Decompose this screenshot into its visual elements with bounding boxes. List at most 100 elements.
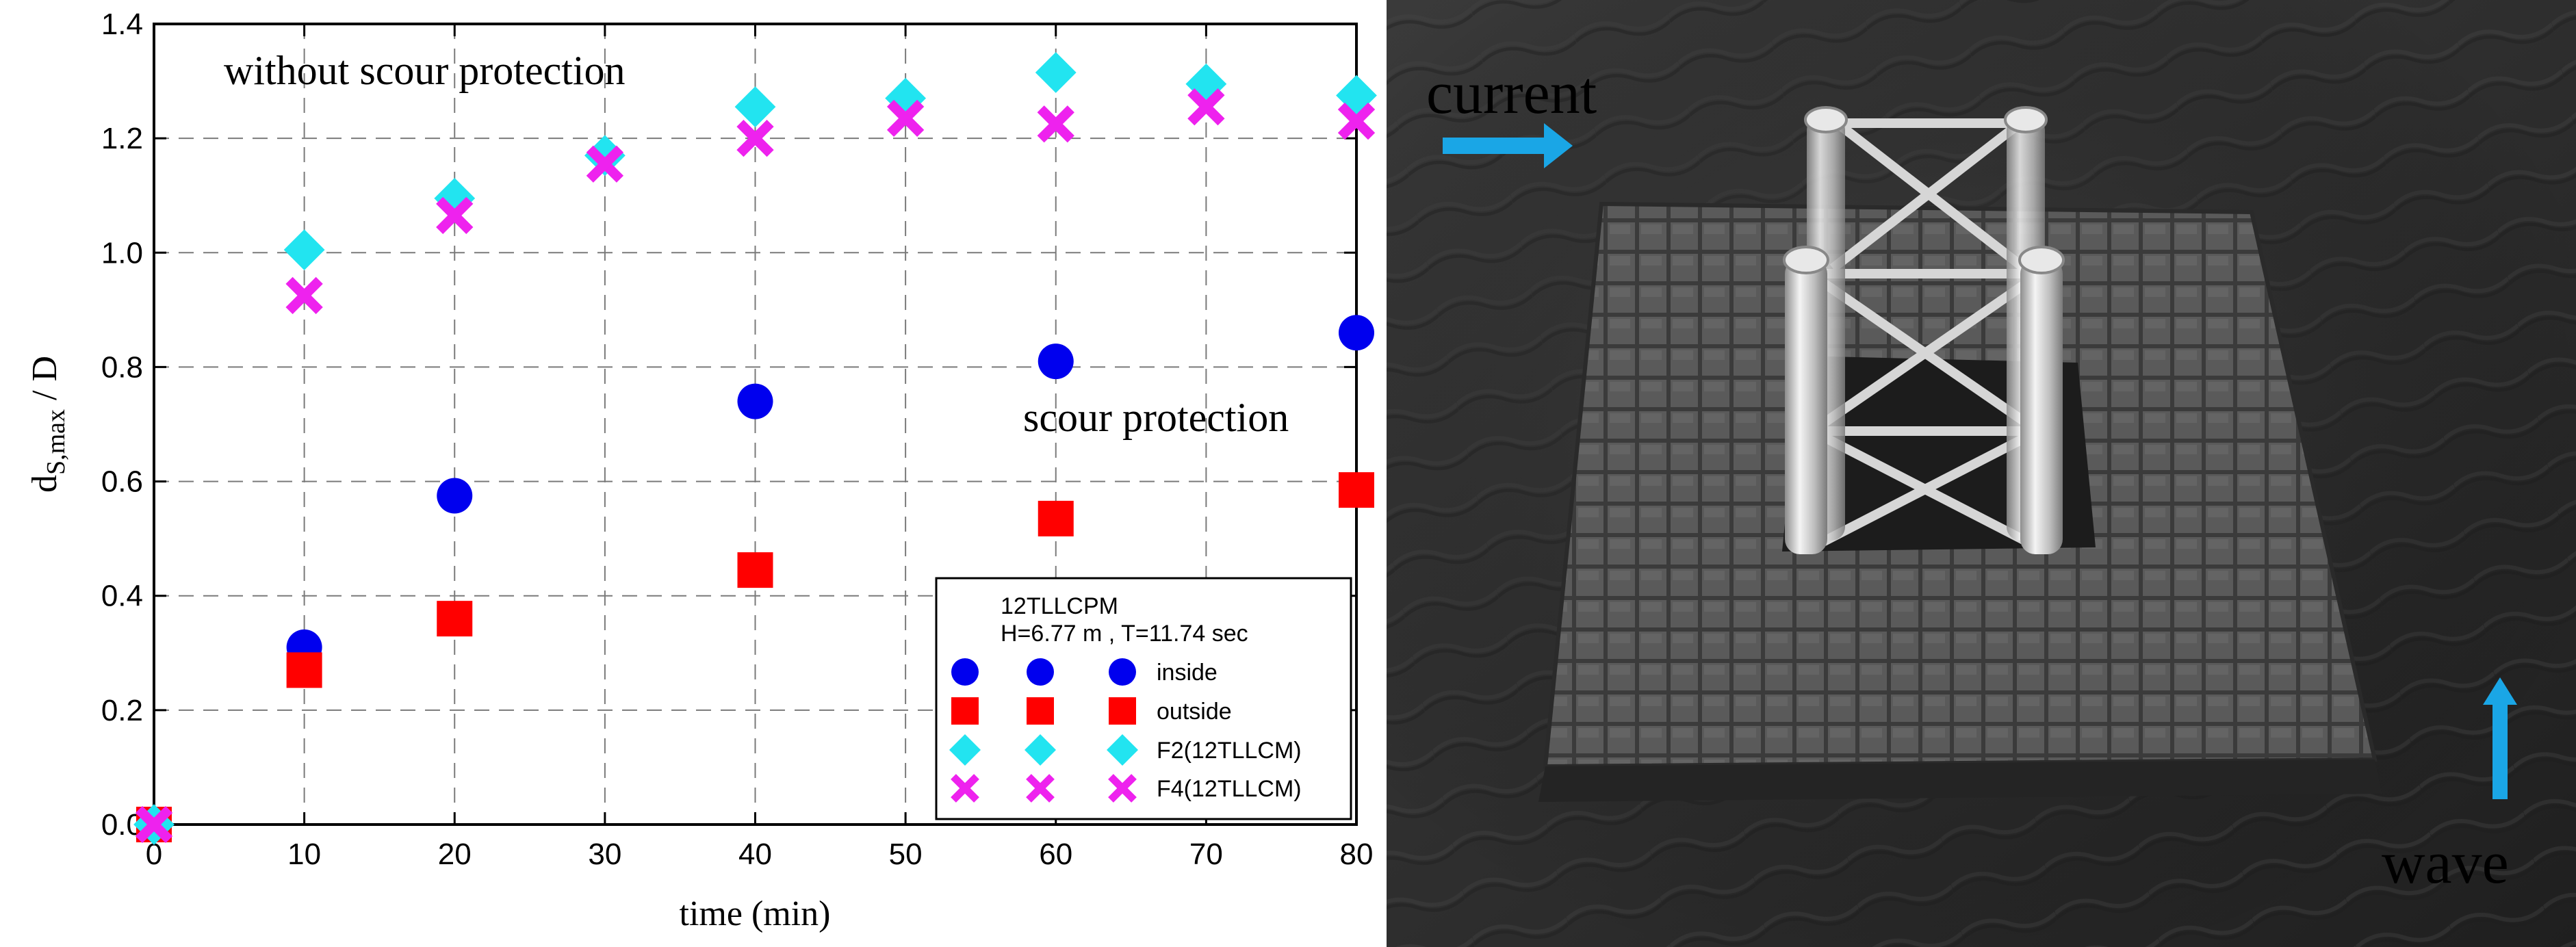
leg-top (1804, 106, 1848, 133)
data-point (586, 145, 624, 183)
y-tick-label: 0.4 (101, 580, 143, 613)
wave-label: wave (2382, 830, 2509, 896)
current-arrow-head (1544, 123, 1573, 168)
marker-stroke (736, 119, 774, 157)
legend-label: F2(12TLLCM) (1157, 738, 1302, 764)
x-tick-labels: 0 10 20 30 40 50 60 70 80 (146, 838, 1374, 871)
data-point (437, 478, 473, 514)
y-axis-title-sub: S,max (42, 409, 70, 475)
y-axis-title: dS,max / D (25, 356, 70, 493)
data-point (135, 805, 173, 844)
legend-marker (1027, 658, 1054, 686)
marker-stroke (1187, 88, 1225, 126)
marker-stroke (1337, 102, 1376, 140)
leg-top (2018, 246, 2065, 274)
legend-marker (951, 697, 979, 725)
data-point (286, 652, 322, 688)
data-point (737, 383, 773, 419)
legend-subtitle: H=6.77 m , T=11.74 sec (1001, 621, 1248, 647)
x-tick-label: 40 (738, 838, 772, 871)
y-tick-label: 0.8 (101, 350, 143, 384)
legend-box (935, 577, 1352, 820)
y-axis-title-tail: / D (25, 356, 64, 409)
data-point (1038, 343, 1074, 380)
data-point (736, 119, 774, 157)
x-tick-label: 50 (889, 838, 923, 871)
data-point (584, 135, 626, 177)
x-tick-label: 10 (287, 838, 321, 871)
legend-entry: inside (951, 658, 1218, 686)
marker-stroke (1037, 105, 1074, 143)
current-arrow-shaft (1443, 138, 1545, 154)
x-tick-label: 20 (438, 838, 472, 871)
wave-arrow-icon (2483, 677, 2517, 799)
jacket-brace (1829, 116, 2028, 272)
mat-shadow-edge (1538, 760, 2382, 802)
legend-marker (1109, 697, 1136, 725)
marker-stroke (1026, 774, 1055, 803)
legend-label: outside (1157, 699, 1232, 725)
data-point (1187, 88, 1225, 126)
data-point (886, 99, 925, 138)
legend-marker (951, 774, 979, 803)
jacket-brace (1809, 271, 2041, 435)
legend-title: 12TLLCPM (1001, 593, 1118, 619)
marker-stroke (1108, 774, 1137, 803)
data-point (285, 276, 323, 315)
legend-marker (1107, 734, 1138, 766)
marker-stroke (285, 276, 323, 315)
legend-entries: inside outside F2(12TLLCM) F4(12TLLCM) (949, 658, 1302, 803)
annotation-without-scour-protection: without scour protection (224, 48, 626, 93)
marker-stroke (951, 774, 979, 803)
legend-entry: F4(12TLLCM) (951, 774, 1302, 803)
y-tick-label: 0.6 (101, 465, 143, 499)
leg-top (1783, 246, 1829, 274)
data-point (737, 552, 773, 588)
jacket-leg-front-left (1785, 259, 1827, 554)
jacket-leg-front-right (2020, 259, 2063, 554)
current-arrow-icon (1443, 123, 1573, 168)
legend-entry: outside (951, 697, 1232, 725)
current-label: current (1426, 60, 1597, 127)
marker-stroke (886, 99, 925, 138)
leg-top (2004, 106, 2048, 133)
marker-stroke (586, 145, 624, 183)
x-tick-label: 60 (1039, 838, 1072, 871)
data-point (1037, 105, 1074, 143)
series-3 (135, 88, 1376, 844)
data-point (436, 196, 474, 235)
data-point (1035, 52, 1077, 93)
y-tick-labels: 0.00.20.40.60.81.01.21.4 (101, 8, 143, 842)
data-point (1337, 102, 1376, 140)
legend-marker (951, 658, 979, 686)
annotation-scour-protection: scour protection (1023, 395, 1289, 440)
model-photo: current wave (1387, 0, 2576, 947)
x-tick-label: 70 (1189, 838, 1223, 871)
x-tick-label: 80 (1340, 838, 1374, 871)
wave-arrow-head (2483, 677, 2517, 705)
data-point (1038, 500, 1074, 536)
jacket-brace (1809, 426, 2041, 552)
legend-marker (1109, 658, 1136, 686)
wave-arrow-shaft (2493, 703, 2508, 799)
legend-label: inside (1157, 660, 1218, 686)
scour-depth-chart: 0 10 20 30 40 50 60 70 80 0.00.20.40.60.81.01.21… (25, 8, 1377, 933)
y-tick-label: 0.2 (101, 694, 143, 727)
data-point (1339, 315, 1374, 351)
marker-stroke (135, 805, 173, 844)
legend-marker (1108, 774, 1137, 803)
legend-marker (1026, 774, 1055, 803)
legend-label: F4(12TLLCM) (1157, 776, 1302, 802)
data-point (437, 601, 473, 637)
y-axis-title-main: d (25, 475, 64, 493)
y-tick-label: 1.0 (101, 236, 143, 270)
jacket-structure (1809, 116, 2041, 552)
y-tick-label: 1.4 (101, 8, 143, 41)
legend: 12TLLCPM H=6.77 m , T=11.74 sec inside ou… (935, 577, 1352, 820)
marker-stroke (436, 196, 474, 235)
x-axis-title: time (min) (680, 894, 831, 933)
legend-entry: F2(12TLLCM) (949, 734, 1302, 766)
data-point (1339, 472, 1374, 508)
y-tick-label: 1.2 (101, 122, 143, 155)
